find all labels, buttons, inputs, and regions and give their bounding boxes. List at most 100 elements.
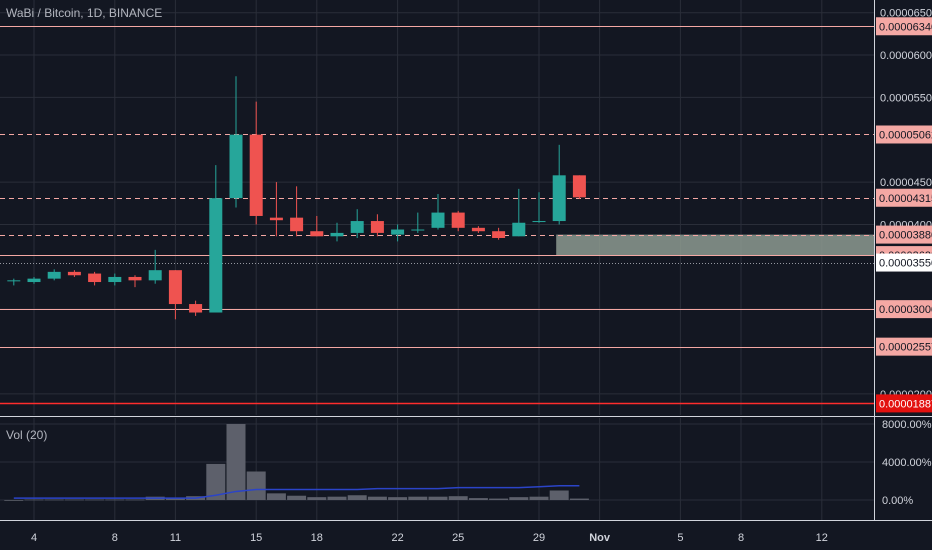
candle-body — [229, 134, 243, 199]
level-price-label: 0.00001887 — [879, 398, 932, 410]
candle-body — [27, 278, 41, 283]
time-tick-label: 18 — [311, 532, 323, 544]
time-tick-label: 29 — [533, 532, 545, 544]
candle-body — [552, 175, 566, 222]
time-axis[interactable]: 4 8 11 15 18 22 25 29 Nov 5 8 12 — [31, 532, 828, 544]
volume-bar — [105, 499, 125, 501]
candle-body — [67, 271, 81, 276]
volume-title: Vol (20) — [6, 428, 48, 442]
level-price-label-bg — [876, 300, 932, 319]
time-tick-label: Nov — [589, 532, 611, 544]
grid — [0, 0, 932, 521]
volume-bar — [44, 499, 64, 501]
time-tick-label: 25 — [452, 532, 464, 544]
volume-bar — [489, 498, 509, 500]
level-price-label: 0.00005062 — [879, 129, 932, 141]
candle-body — [108, 276, 122, 283]
volume-bar — [448, 496, 468, 500]
candle-body — [411, 229, 425, 231]
volume-bar — [85, 499, 105, 501]
volume-bar — [509, 497, 529, 500]
volume-bar — [125, 499, 145, 501]
level-price-label-bg — [876, 394, 932, 413]
chart-title: WaBi / Bitcoin, 1D, BINANCE — [6, 6, 163, 20]
volume-bar — [24, 499, 44, 501]
level-price-label: 0.00003880 — [879, 230, 932, 242]
candle-body — [431, 212, 445, 228]
level-price-label: 0.00003000 — [879, 304, 932, 316]
candle-body — [391, 229, 405, 235]
zone-rectangle — [556, 234, 874, 256]
volume-bar — [165, 498, 185, 500]
volume-bar — [347, 495, 367, 500]
volume-bar — [468, 498, 488, 500]
candle-body — [47, 271, 61, 279]
candle-body — [532, 221, 546, 223]
level-price-label-bg — [876, 188, 932, 207]
candle-body — [148, 270, 162, 281]
volume-grid — [0, 418, 874, 520]
time-tick-label: 12 — [816, 532, 828, 544]
time-tick-label: 8 — [112, 532, 118, 544]
time-tick-label: 22 — [391, 532, 403, 544]
level-price-label-bg — [876, 17, 932, 36]
level-price-label-bg — [876, 225, 932, 244]
volume-bar — [287, 495, 307, 500]
candle-body — [209, 198, 223, 313]
zone-layer — [556, 234, 874, 256]
level-lines — [0, 26, 874, 405]
level-price-label: 0.00006340 — [879, 21, 932, 33]
volume-bar — [569, 498, 589, 500]
last-price-label-bg — [876, 253, 932, 272]
volume-tick-label: 4000.00% — [882, 457, 932, 469]
candle-body — [88, 273, 102, 283]
candle-body — [492, 231, 506, 238]
time-tick-label: 4 — [31, 532, 37, 544]
candle-body — [350, 221, 364, 233]
candle-body — [189, 304, 203, 313]
volume-bar — [529, 496, 549, 500]
candle-body — [249, 134, 263, 216]
candle-body — [310, 231, 324, 237]
candle-body — [128, 276, 142, 281]
candle-body — [330, 232, 344, 237]
level-price-label-bg — [876, 337, 932, 356]
level-price-label: 0.00002557 — [879, 342, 932, 354]
candle-body — [512, 222, 526, 237]
candle-body — [370, 221, 384, 233]
volume-bar — [226, 424, 246, 500]
last-price-label: 0.00003550 — [879, 258, 932, 270]
volume-tick-label: 0.00% — [882, 495, 913, 507]
candle-body — [7, 280, 21, 282]
volume-bar — [367, 496, 387, 500]
volume-bar — [64, 499, 84, 501]
volume-bar — [307, 497, 327, 500]
time-tick-label: 15 — [250, 532, 262, 544]
volume-bars — [4, 424, 589, 501]
volume-bar — [327, 496, 347, 500]
candle-body — [168, 270, 182, 305]
volume-ma-line — [13, 485, 580, 499]
volume-bar — [408, 496, 428, 500]
candle-body — [471, 227, 485, 232]
candle-body — [290, 217, 304, 232]
candle-body — [572, 175, 586, 198]
candle-body — [269, 217, 283, 221]
volume-bar — [388, 497, 408, 500]
volume-bar — [206, 463, 226, 500]
level-price-label: 0.00004315 — [879, 193, 932, 205]
volume-tick-label: 8000.00% — [882, 419, 932, 431]
candles — [7, 76, 586, 320]
time-tick-label: 8 — [738, 532, 744, 544]
volume-bar — [266, 493, 286, 500]
volume-bar — [549, 490, 569, 500]
time-tick-label: 11 — [170, 532, 181, 544]
time-tick-label: 5 — [677, 532, 683, 544]
volume-bar — [246, 471, 266, 500]
